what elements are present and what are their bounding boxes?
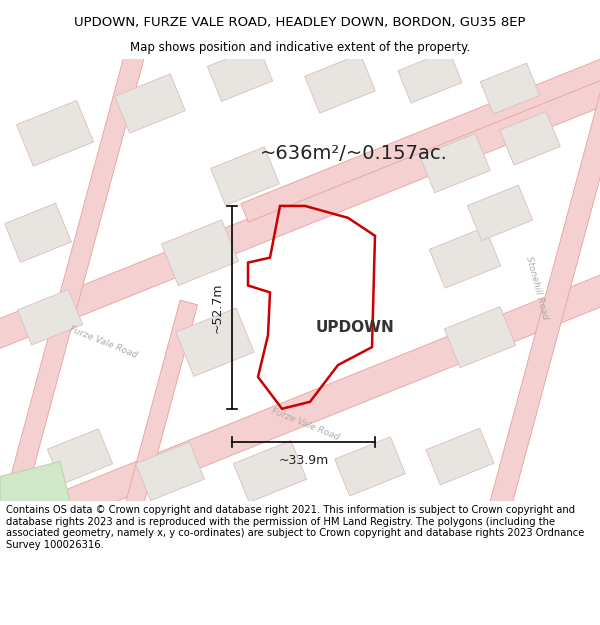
Polygon shape bbox=[17, 289, 83, 345]
Polygon shape bbox=[103, 300, 197, 593]
Polygon shape bbox=[430, 227, 500, 288]
Polygon shape bbox=[447, 86, 600, 625]
Polygon shape bbox=[305, 54, 376, 113]
Text: Furze Vale Road: Furze Vale Road bbox=[270, 407, 340, 442]
Polygon shape bbox=[241, 54, 600, 222]
Polygon shape bbox=[16, 101, 94, 166]
Polygon shape bbox=[211, 147, 280, 206]
Polygon shape bbox=[419, 134, 490, 192]
Polygon shape bbox=[426, 428, 494, 485]
Polygon shape bbox=[398, 50, 462, 103]
Polygon shape bbox=[5, 203, 71, 262]
Polygon shape bbox=[5, 15, 154, 501]
Text: ~52.7m: ~52.7m bbox=[211, 282, 224, 332]
Polygon shape bbox=[208, 46, 272, 101]
Polygon shape bbox=[176, 308, 254, 376]
Text: UPDOWN: UPDOWN bbox=[316, 320, 394, 335]
Text: ~636m²/~0.157ac.: ~636m²/~0.157ac. bbox=[260, 144, 448, 162]
Text: UPDOWN, FURZE VALE ROAD, HEADLEY DOWN, BORDON, GU35 8EP: UPDOWN, FURZE VALE ROAD, HEADLEY DOWN, B… bbox=[74, 16, 526, 29]
Polygon shape bbox=[136, 442, 205, 501]
Text: ~33.9m: ~33.9m bbox=[278, 454, 329, 466]
Polygon shape bbox=[480, 63, 540, 114]
Polygon shape bbox=[161, 220, 239, 286]
Text: Stonehill Road: Stonehill Road bbox=[524, 255, 550, 320]
Polygon shape bbox=[467, 185, 533, 241]
Text: Contains OS data © Crown copyright and database right 2021. This information is : Contains OS data © Crown copyright and d… bbox=[6, 505, 584, 550]
Polygon shape bbox=[115, 74, 185, 133]
Polygon shape bbox=[233, 441, 307, 503]
Text: Furze Vale Road: Furze Vale Road bbox=[68, 324, 139, 360]
Polygon shape bbox=[335, 437, 406, 496]
Polygon shape bbox=[0, 461, 70, 501]
Polygon shape bbox=[47, 429, 113, 484]
Polygon shape bbox=[0, 32, 600, 393]
Text: Map shows position and indicative extent of the property.: Map shows position and indicative extent… bbox=[130, 41, 470, 54]
Polygon shape bbox=[445, 307, 515, 368]
Polygon shape bbox=[0, 230, 600, 593]
Polygon shape bbox=[500, 111, 560, 165]
